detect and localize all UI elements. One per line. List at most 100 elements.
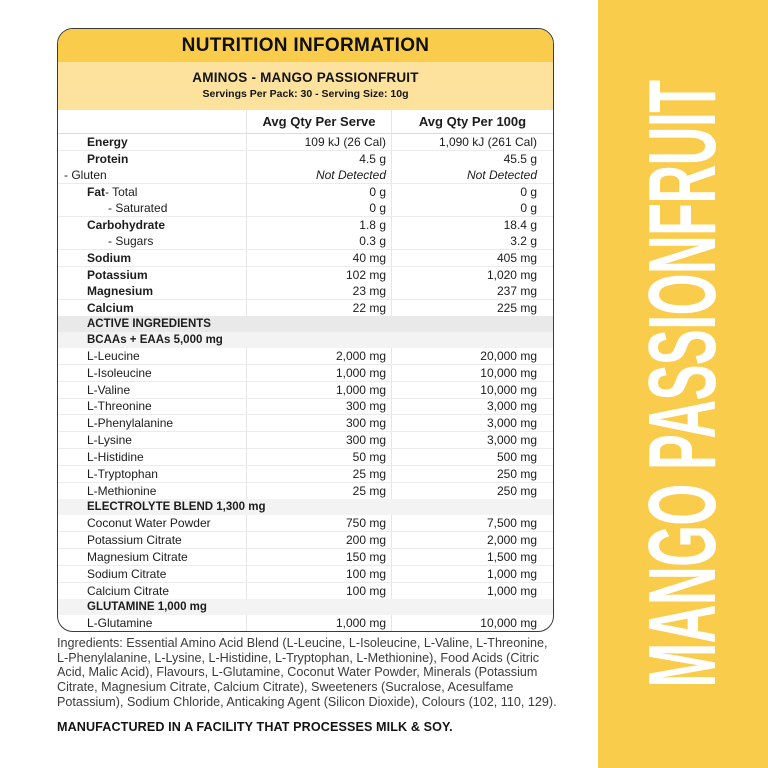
flavor-sidebar: MANGO PASSIONFRUIT bbox=[598, 0, 768, 768]
per-serve-value: 150 mg bbox=[246, 549, 392, 566]
per-100g-value: 1,090 kJ (261 Cal) bbox=[438, 134, 537, 149]
row-label: Calcium bbox=[87, 300, 134, 315]
table-row: Carbohydrate 1.8 g 18.4 g bbox=[58, 216, 553, 233]
section-row: ELECTROLYTE BLEND 1,300 mg bbox=[58, 499, 553, 516]
row-label: Calcium Citrate bbox=[87, 584, 170, 599]
per-serve-value: 0 g bbox=[246, 183, 392, 200]
per-serve-value: 200 mg bbox=[246, 532, 392, 549]
section-label: GLUTAMINE 1,000 mg bbox=[87, 601, 207, 614]
table-row: L-Isoleucine 1,000 mg 10,000 mg bbox=[58, 364, 553, 382]
per-100g-value: 250 mg bbox=[496, 484, 537, 499]
row-label: Magnesium Citrate bbox=[87, 550, 188, 565]
per-serve-value: 102 mg bbox=[246, 266, 392, 283]
per-serve-value: 23 mg bbox=[246, 282, 392, 299]
row-label: L-Lysine bbox=[87, 433, 132, 448]
nutrition-panel: NUTRITION INFORMATION AMINOS - MANGO PAS… bbox=[57, 28, 554, 632]
per-100g-value: 250 mg bbox=[496, 467, 537, 482]
table-row: Potassium Citrate 200 mg 2,000 mg bbox=[58, 532, 553, 550]
flavor-name-vertical: MANGO PASSIONFRUIT bbox=[629, 80, 736, 688]
panel-subheader: AMINOS - MANGO PASSIONFRUIT Servings Per… bbox=[58, 62, 553, 110]
row-label: Protein bbox=[87, 151, 129, 166]
per-100g-value: 1,020 mg bbox=[486, 267, 537, 282]
row-label: - Sugars bbox=[108, 233, 154, 248]
row-label: Sodium bbox=[87, 250, 131, 265]
per-100g-value: 10,000 mg bbox=[480, 616, 537, 631]
product-name: AMINOS - MANGO PASSIONFRUIT bbox=[192, 70, 419, 85]
per-serve-value: Not Detected bbox=[246, 166, 392, 183]
per-serve-value: 100 mg bbox=[246, 583, 392, 600]
section-row: GLUTAMINE 1,000 mg bbox=[58, 599, 553, 616]
section-label: ELECTROLYTE BLEND 1,300 mg bbox=[87, 501, 266, 514]
row-label: L-Threonine bbox=[87, 399, 152, 414]
per-serve-value: 0.3 g bbox=[246, 232, 392, 249]
row-label: Fat - Total bbox=[87, 184, 138, 199]
per-serve-value: 1,000 mg bbox=[246, 615, 392, 631]
table-row: - Sugars 0.3 g 3.2 g bbox=[58, 232, 553, 250]
row-label: Energy bbox=[87, 134, 128, 149]
per-100g-value: Not Detected bbox=[466, 167, 537, 182]
per-100g-value: 3,000 mg bbox=[486, 399, 537, 414]
per-serve-value: 300 mg bbox=[246, 432, 392, 449]
row-label: L-Isoleucine bbox=[87, 365, 152, 380]
table-row: L-Phenylalanine 300 mg 3,000 mg bbox=[58, 415, 553, 433]
row-label: Magnesium bbox=[87, 283, 154, 298]
table-row: Protein 4.5 g 45.5 g bbox=[58, 150, 553, 167]
per-serve-value: 0 g bbox=[246, 199, 392, 216]
row-label: Potassium bbox=[87, 267, 148, 282]
row-label: - Gluten bbox=[64, 167, 107, 182]
table-row: L-Threonine 300 mg 3,000 mg bbox=[58, 398, 553, 416]
per-serve-value: 22 mg bbox=[246, 299, 392, 316]
per-serve-value: 1,000 mg bbox=[246, 364, 392, 381]
per-serve-value: 2,000 mg bbox=[246, 347, 392, 364]
ingredients-text: Ingredients: Essential Amino Acid Blend … bbox=[57, 636, 557, 709]
table-row: Sodium 40 mg 405 mg bbox=[58, 249, 553, 267]
per-100g-value: 2,000 mg bbox=[486, 533, 537, 548]
servings-info: Servings Per Pack: 30 - Serving Size: 10… bbox=[202, 88, 409, 100]
table-row: L-Methionine 25 mg 250 mg bbox=[58, 483, 553, 500]
per-serve-value: 1.8 g bbox=[246, 216, 392, 233]
per-100g-value: 3,000 mg bbox=[486, 416, 537, 431]
table-row: Magnesium Citrate 150 mg 1,500 mg bbox=[58, 549, 553, 567]
footer: Ingredients: Essential Amino Acid Blend … bbox=[57, 636, 557, 734]
per-serve-value: 750 mg bbox=[246, 515, 392, 532]
column-header-per-serve: Avg Qty Per Serve bbox=[246, 110, 392, 133]
per-100g-value: 1,000 mg bbox=[486, 567, 537, 582]
table-row: Coconut Water Powder 750 mg 7,500 mg bbox=[58, 515, 553, 533]
per-serve-value: 300 mg bbox=[246, 415, 392, 432]
table-row: L-Lysine 300 mg 3,000 mg bbox=[58, 432, 553, 450]
per-serve-value: 300 mg bbox=[246, 398, 392, 415]
per-serve-value: 25 mg bbox=[246, 466, 392, 483]
table-row: L-Histidine 50 mg 500 mg bbox=[58, 449, 553, 467]
table-column-headers: Avg Qty Per Serve Avg Qty Per 100g bbox=[58, 110, 553, 134]
row-label: Sodium Citrate bbox=[87, 567, 167, 582]
table-row: Calcium Citrate 100 mg 1,000 mg bbox=[58, 583, 553, 600]
column-header-per-100g: Avg Qty Per 100g bbox=[418, 114, 527, 129]
per-100g-value: 0 g bbox=[520, 200, 537, 215]
row-label: Coconut Water Powder bbox=[87, 516, 211, 531]
per-100g-value: 405 mg bbox=[496, 250, 537, 265]
section-row: BCAAs + EAAs 5,000 mg bbox=[58, 331, 553, 348]
table-row: Calcium 22 mg 225 mg bbox=[58, 299, 553, 316]
table-row: - Saturated 0 g 0 g bbox=[58, 199, 553, 217]
table-row: L-Leucine 2,000 mg 20,000 mg bbox=[58, 347, 553, 365]
per-100g-value: 7,500 mg bbox=[486, 516, 537, 531]
row-label: L-Methionine bbox=[87, 484, 157, 499]
table-row: - Gluten Not Detected Not Detected bbox=[58, 166, 553, 184]
per-serve-value: 50 mg bbox=[246, 449, 392, 466]
per-100g-value: 10,000 mg bbox=[480, 382, 537, 397]
row-label: L-Glutamine bbox=[87, 616, 153, 631]
per-100g-value: 237 mg bbox=[496, 283, 537, 298]
row-label: L-Phenylalanine bbox=[87, 416, 174, 431]
per-100g-value: 3,000 mg bbox=[486, 433, 537, 448]
section-label: ACTIVE INGREDIENTS bbox=[87, 317, 211, 330]
table-row: L-Tryptophan 25 mg 250 mg bbox=[58, 466, 553, 484]
table-row: L-Valine 1,000 mg 10,000 mg bbox=[58, 381, 553, 399]
row-label: - Saturated bbox=[108, 200, 168, 215]
per-serve-value: 40 mg bbox=[246, 249, 392, 266]
row-label: Potassium Citrate bbox=[87, 533, 182, 548]
table-row: Potassium 102 mg 1,020 mg bbox=[58, 266, 553, 283]
per-serve-value: 25 mg bbox=[246, 483, 392, 500]
per-100g-value: 18.4 g bbox=[503, 217, 537, 232]
table-row: Magnesium 23 mg 237 mg bbox=[58, 282, 553, 300]
section-row: ACTIVE INGREDIENTS bbox=[58, 315, 553, 332]
